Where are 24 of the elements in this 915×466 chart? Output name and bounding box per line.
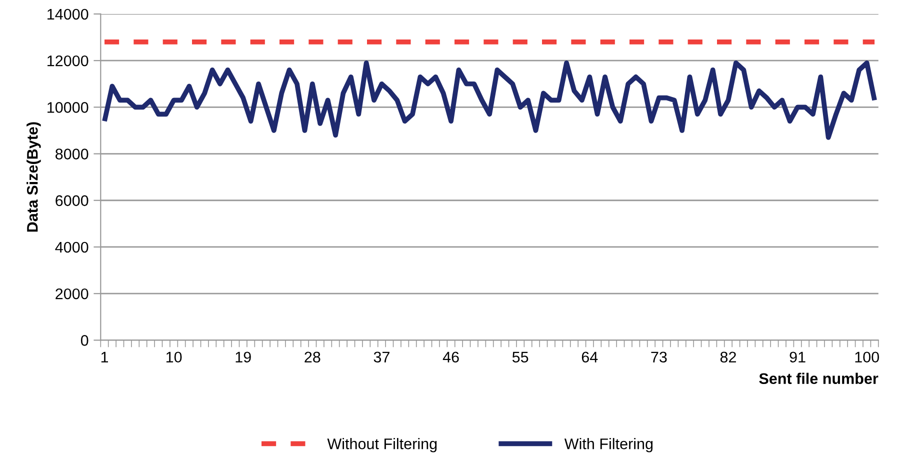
legend-label: Without Filtering bbox=[327, 438, 437, 452]
y-tick-label: 10000 bbox=[48, 102, 88, 113]
x-tick-label: 82 bbox=[720, 352, 736, 363]
x-tick-label: 91 bbox=[790, 352, 806, 363]
x-tick-label: 28 bbox=[304, 352, 320, 363]
x-tick-label: 64 bbox=[582, 352, 598, 363]
x-tick-label: 73 bbox=[651, 352, 667, 363]
x-axis-title: Sent file number bbox=[759, 372, 878, 384]
x-tick-label: 37 bbox=[374, 352, 390, 363]
x-tick-label: 55 bbox=[512, 352, 528, 363]
x-tick-label: 10 bbox=[166, 352, 182, 363]
y-tick-label: 4000 bbox=[55, 242, 88, 253]
x-tick-label: 100 bbox=[855, 352, 879, 363]
x-tick-label: 46 bbox=[442, 352, 459, 363]
y-tick-label: 12000 bbox=[48, 55, 88, 66]
y-tick-label: 8000 bbox=[56, 148, 88, 160]
y-tick-label: 6000 bbox=[56, 195, 88, 206]
y-tick-label: 14000 bbox=[48, 8, 88, 20]
x-tick-label: 19 bbox=[236, 352, 251, 363]
x-tick-label: 1 bbox=[101, 352, 108, 362]
y-axis-title: Data Size(Byte) bbox=[26, 122, 41, 232]
y-tick-label: 2000 bbox=[56, 288, 88, 300]
y-tick-label: 0 bbox=[80, 335, 88, 346]
legend-label: With Filtering bbox=[564, 438, 653, 452]
